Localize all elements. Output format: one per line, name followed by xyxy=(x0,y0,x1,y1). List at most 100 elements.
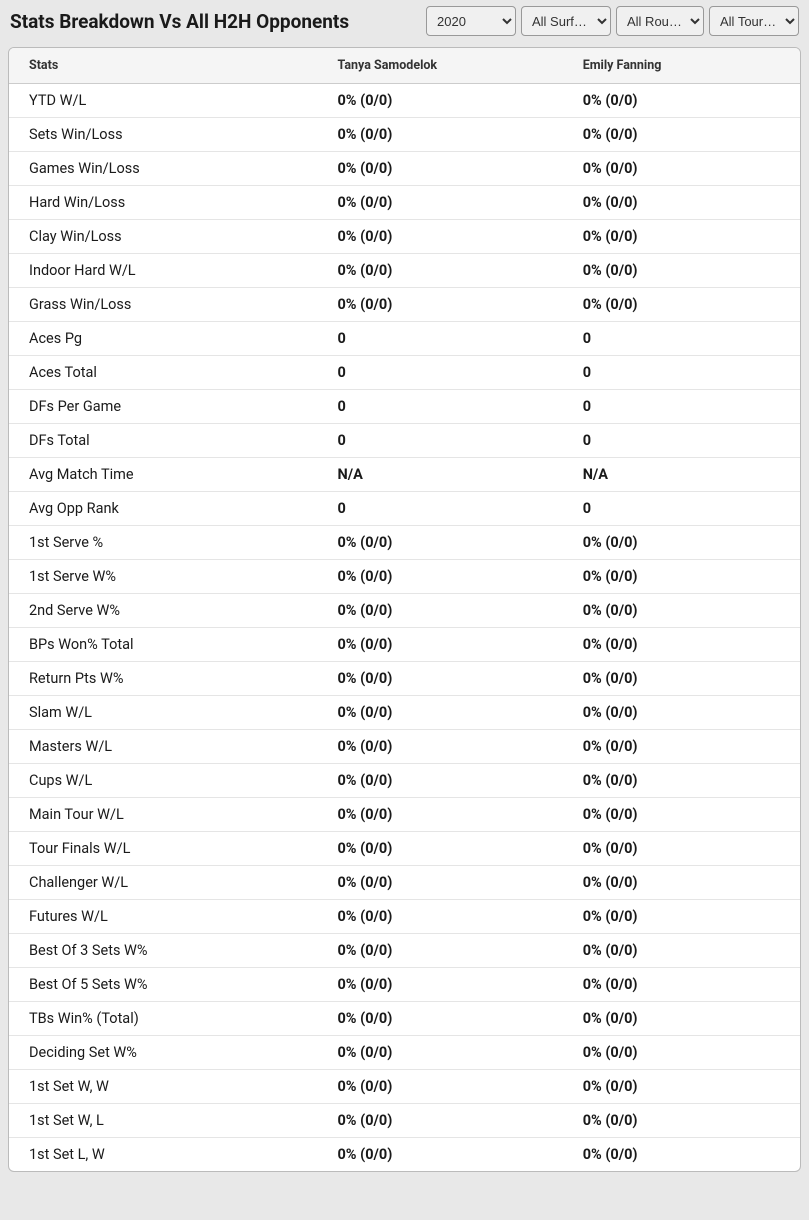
stat-value-player2: 0 xyxy=(563,492,800,526)
stat-value-player1: 0% (0/0) xyxy=(317,526,562,560)
round-select[interactable]: All Rou… xyxy=(616,6,704,36)
stat-value-player1: 0% (0/0) xyxy=(317,866,562,900)
stat-label: Avg Opp Rank xyxy=(9,492,317,526)
table-row: 1st Set L, W0% (0/0)0% (0/0) xyxy=(9,1138,800,1172)
stat-label: 1st Set L, W xyxy=(9,1138,317,1172)
stat-value-player1: 0% (0/0) xyxy=(317,220,562,254)
table-row: Clay Win/Loss0% (0/0)0% (0/0) xyxy=(9,220,800,254)
filter-bar: 2020 All Surf… All Rou… All Tour… xyxy=(426,6,799,36)
stat-value-player1: 0% (0/0) xyxy=(317,1070,562,1104)
page-title: Stats Breakdown Vs All H2H Opponents xyxy=(10,10,349,33)
stat-value-player2: 0% (0/0) xyxy=(563,594,800,628)
stat-value-player2: 0% (0/0) xyxy=(563,866,800,900)
stat-value-player2: 0 xyxy=(563,390,800,424)
stat-value-player1: 0% (0/0) xyxy=(317,84,562,118)
stat-label: Clay Win/Loss xyxy=(9,220,317,254)
stat-label: Avg Match Time xyxy=(9,458,317,492)
stat-value-player2: N/A xyxy=(563,458,800,492)
stat-value-player1: 0% (0/0) xyxy=(317,152,562,186)
stat-label: Cups W/L xyxy=(9,764,317,798)
stat-value-player1: 0 xyxy=(317,492,562,526)
stat-value-player2: 0% (0/0) xyxy=(563,696,800,730)
stat-label: Futures W/L xyxy=(9,900,317,934)
table-row: Main Tour W/L0% (0/0)0% (0/0) xyxy=(9,798,800,832)
stat-label: BPs Won% Total xyxy=(9,628,317,662)
stat-value-player2: 0% (0/0) xyxy=(563,186,800,220)
stat-label: 1st Set W, W xyxy=(9,1070,317,1104)
stat-value-player1: 0 xyxy=(317,356,562,390)
stat-label: DFs Per Game xyxy=(9,390,317,424)
stat-value-player1: N/A xyxy=(317,458,562,492)
stat-value-player2: 0% (0/0) xyxy=(563,118,800,152)
stat-value-player2: 0 xyxy=(563,322,800,356)
stat-label: Grass Win/Loss xyxy=(9,288,317,322)
stat-value-player2: 0 xyxy=(563,356,800,390)
stat-value-player2: 0% (0/0) xyxy=(563,900,800,934)
stat-value-player1: 0% (0/0) xyxy=(317,764,562,798)
table-row: Masters W/L0% (0/0)0% (0/0) xyxy=(9,730,800,764)
table-row: Hard Win/Loss0% (0/0)0% (0/0) xyxy=(9,186,800,220)
stat-value-player2: 0% (0/0) xyxy=(563,1104,800,1138)
stat-value-player1: 0% (0/0) xyxy=(317,832,562,866)
surface-select[interactable]: All Surf… xyxy=(521,6,611,36)
stat-value-player2: 0% (0/0) xyxy=(563,832,800,866)
table-row: Tour Finals W/L0% (0/0)0% (0/0) xyxy=(9,832,800,866)
stat-label: TBs Win% (Total) xyxy=(9,1002,317,1036)
table-row: YTD W/L0% (0/0)0% (0/0) xyxy=(9,84,800,118)
stat-label: Slam W/L xyxy=(9,696,317,730)
tour-select[interactable]: All Tour… xyxy=(709,6,799,36)
table-row: Best Of 3 Sets W%0% (0/0)0% (0/0) xyxy=(9,934,800,968)
stat-value-player2: 0% (0/0) xyxy=(563,254,800,288)
year-select[interactable]: 2020 xyxy=(426,6,516,36)
stat-label: Aces Pg xyxy=(9,322,317,356)
table-row: 1st Serve W%0% (0/0)0% (0/0) xyxy=(9,560,800,594)
stat-value-player2: 0% (0/0) xyxy=(563,934,800,968)
table-row: Cups W/L0% (0/0)0% (0/0) xyxy=(9,764,800,798)
stat-label: YTD W/L xyxy=(9,84,317,118)
table-row: Deciding Set W%0% (0/0)0% (0/0) xyxy=(9,1036,800,1070)
table-row: Challenger W/L0% (0/0)0% (0/0) xyxy=(9,866,800,900)
stat-label: Games Win/Loss xyxy=(9,152,317,186)
column-header-player2: Emily Fanning xyxy=(563,48,800,84)
stat-value-player2: 0% (0/0) xyxy=(563,968,800,1002)
table-row: Avg Match TimeN/AN/A xyxy=(9,458,800,492)
table-row: Return Pts W%0% (0/0)0% (0/0) xyxy=(9,662,800,696)
table-header-row: Stats Tanya Samodelok Emily Fanning xyxy=(9,48,800,84)
stat-label: DFs Total xyxy=(9,424,317,458)
stat-label: 1st Set W, L xyxy=(9,1104,317,1138)
stat-value-player1: 0% (0/0) xyxy=(317,288,562,322)
stat-label: Deciding Set W% xyxy=(9,1036,317,1070)
stat-value-player1: 0% (0/0) xyxy=(317,696,562,730)
table-row: Games Win/Loss0% (0/0)0% (0/0) xyxy=(9,152,800,186)
stat-value-player1: 0% (0/0) xyxy=(317,730,562,764)
table-row: Aces Pg00 xyxy=(9,322,800,356)
stat-value-player1: 0% (0/0) xyxy=(317,628,562,662)
stat-label: Masters W/L xyxy=(9,730,317,764)
stat-label: Challenger W/L xyxy=(9,866,317,900)
stat-value-player2: 0% (0/0) xyxy=(563,84,800,118)
stat-value-player1: 0% (0/0) xyxy=(317,798,562,832)
table-row: 1st Set W, L0% (0/0)0% (0/0) xyxy=(9,1104,800,1138)
stat-label: Best Of 5 Sets W% xyxy=(9,968,317,1002)
stat-value-player1: 0% (0/0) xyxy=(317,254,562,288)
column-header-player1: Tanya Samodelok xyxy=(317,48,562,84)
table-row: 2nd Serve W%0% (0/0)0% (0/0) xyxy=(9,594,800,628)
column-header-stats: Stats xyxy=(9,48,317,84)
stat-value-player1: 0 xyxy=(317,390,562,424)
table-row: 1st Set W, W0% (0/0)0% (0/0) xyxy=(9,1070,800,1104)
table-row: 1st Serve %0% (0/0)0% (0/0) xyxy=(9,526,800,560)
stats-table: Stats Tanya Samodelok Emily Fanning YTD … xyxy=(9,48,800,1171)
stat-value-player1: 0% (0/0) xyxy=(317,1036,562,1070)
stat-value-player1: 0% (0/0) xyxy=(317,594,562,628)
stat-value-player1: 0% (0/0) xyxy=(317,560,562,594)
table-row: Grass Win/Loss0% (0/0)0% (0/0) xyxy=(9,288,800,322)
stat-value-player2: 0% (0/0) xyxy=(563,1138,800,1172)
stat-value-player1: 0% (0/0) xyxy=(317,1138,562,1172)
stat-value-player2: 0% (0/0) xyxy=(563,730,800,764)
stat-label: 2nd Serve W% xyxy=(9,594,317,628)
stat-value-player2: 0% (0/0) xyxy=(563,628,800,662)
table-row: Futures W/L0% (0/0)0% (0/0) xyxy=(9,900,800,934)
stat-value-player1: 0% (0/0) xyxy=(317,118,562,152)
table-row: Slam W/L0% (0/0)0% (0/0) xyxy=(9,696,800,730)
table-row: DFs Per Game00 xyxy=(9,390,800,424)
